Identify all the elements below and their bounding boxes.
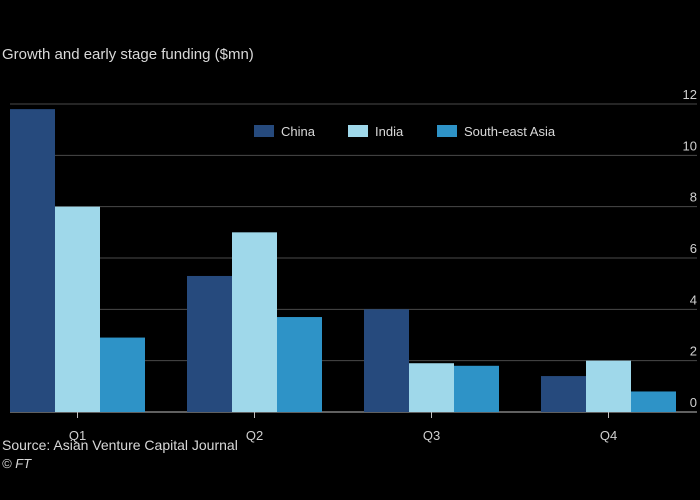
x-tick-label: Q1 (69, 428, 86, 443)
bar-south-east-asia-q3 (454, 365, 499, 412)
bar-china-q4 (541, 376, 586, 412)
legend: China India South-east Asia (254, 124, 556, 139)
legend-swatch-south-east-asia (437, 125, 457, 137)
ft-credit: © FT (2, 456, 32, 471)
bar-india-q1 (55, 206, 100, 412)
y-tick-label: 12 (683, 87, 697, 102)
bar-south-east-asia-q1 (100, 337, 145, 412)
bar-india-q2 (232, 232, 277, 412)
bars-layer (10, 109, 676, 412)
bar-south-east-asia-q4 (631, 391, 676, 412)
y-tick-label: 4 (690, 292, 697, 307)
ticks-layer: 0 2 4 6 8 10 12 Q1 Q2 Q3 Q4 (69, 87, 697, 443)
source-note: Source: Asian Venture Capital Journal (2, 437, 238, 453)
bar-china-q3 (364, 309, 409, 412)
legend-label: China (281, 124, 316, 139)
bar-china-q1 (10, 109, 55, 412)
y-tick-label: 8 (690, 190, 697, 205)
bar-india-q4 (586, 360, 631, 412)
bar-india-q3 (409, 363, 454, 412)
x-tick-label: Q4 (600, 428, 617, 443)
bar-south-east-asia-q2 (277, 317, 322, 412)
y-tick-label: 2 (690, 344, 697, 359)
legend-swatch-india (348, 125, 368, 137)
y-tick-label: 10 (683, 138, 697, 153)
x-tick-label: Q2 (246, 428, 263, 443)
y-tick-label: 0 (690, 395, 697, 410)
legend-label: South-east Asia (464, 124, 556, 139)
x-tick-label: Q3 (423, 428, 440, 443)
chart-subtitle: Growth and early stage funding ($mn) (2, 46, 254, 63)
legend-label: India (375, 124, 404, 139)
bar-china-q2 (187, 275, 232, 412)
y-tick-label: 6 (690, 241, 697, 256)
legend-swatch-china (254, 125, 274, 137)
